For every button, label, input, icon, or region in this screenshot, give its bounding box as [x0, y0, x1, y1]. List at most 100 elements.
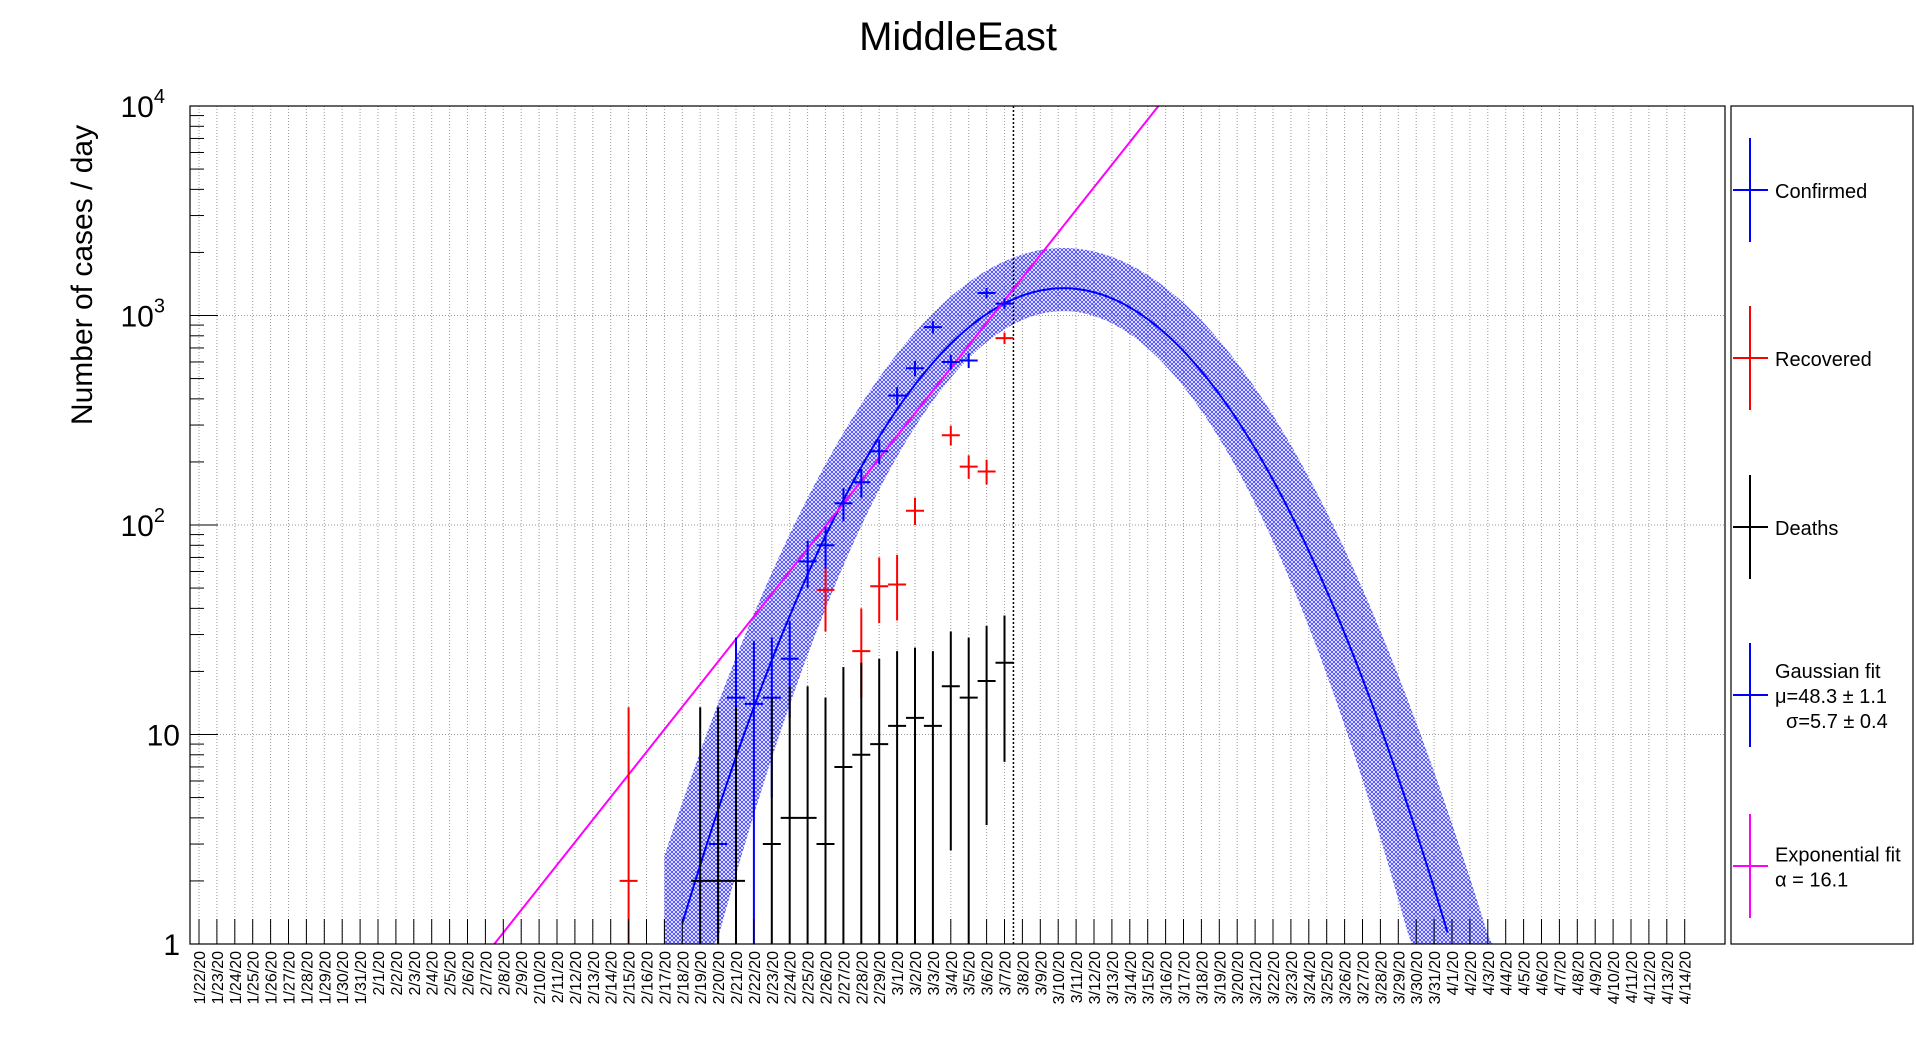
- x-tick-label: 2/8/20: [496, 951, 513, 996]
- data-point: [977, 459, 996, 485]
- data-point: [834, 488, 853, 522]
- gaussian-fit-band-area: [664, 247, 1524, 944]
- legend-entry-recovered: Recovered: [1733, 306, 1872, 410]
- x-tick-label: 3/20/20: [1230, 951, 1247, 1004]
- y-tick-label: 102: [121, 505, 166, 543]
- data-point: [977, 288, 996, 299]
- y-tick-labels: 1 10 102 103 104: [121, 86, 181, 962]
- legend-label: Gaussian fit: [1775, 661, 1881, 683]
- x-tick-label: 3/31/20: [1427, 951, 1444, 1004]
- data-point: [941, 425, 960, 446]
- data-point: [888, 387, 907, 405]
- x-tick-label: 4/2/20: [1463, 951, 1480, 996]
- data-point: [959, 637, 978, 944]
- data-point: [959, 455, 978, 479]
- gaussian-fit-curve: [681, 287, 1449, 933]
- y-tick-label: 103: [121, 296, 166, 334]
- x-tick-label: 3/22/20: [1266, 951, 1283, 1004]
- data-point: [816, 568, 835, 632]
- x-tick-label: 2/24/20: [783, 951, 800, 1004]
- x-tick-label: 4/10/20: [1606, 951, 1623, 1004]
- x-tick-label: 2/4/20: [425, 951, 442, 996]
- x-tick-label: 3/27/20: [1356, 951, 1373, 1004]
- x-tick-label: 2/20/20: [711, 951, 728, 1004]
- x-tick-label: 2/5/20: [443, 951, 460, 996]
- data-point: [995, 615, 1014, 762]
- data-point: [744, 640, 763, 944]
- x-tick-label: 3/30/20: [1409, 951, 1426, 1004]
- x-tick-label: 2/17/20: [657, 951, 674, 1004]
- x-tick-label: 3/9/20: [1033, 951, 1050, 996]
- x-tick-label: 2/16/20: [640, 951, 657, 1004]
- x-tick-label: 4/12/20: [1642, 951, 1659, 1004]
- x-tick-label: 3/15/20: [1141, 951, 1158, 1004]
- legend-label: μ=48.3 ± 1.1: [1775, 686, 1887, 708]
- x-tick-label: 3/23/20: [1284, 951, 1301, 1004]
- x-tick-label: 3/13/20: [1105, 951, 1122, 1004]
- legend-entry-confirmed: Confirmed: [1733, 138, 1867, 242]
- x-tick-label: 2/3/20: [407, 951, 424, 996]
- x-tick-label: 3/11/20: [1069, 951, 1086, 1003]
- x-tick-label: 3/12/20: [1087, 951, 1104, 1004]
- x-tick-label: 1/22/20: [192, 951, 209, 1004]
- plot-frame: [189, 105, 1726, 945]
- data-point: [995, 298, 1014, 310]
- gaussian-fit-band: [664, 247, 1524, 944]
- y-axis-label: Number of cases / day: [66, 125, 99, 425]
- data-point: [870, 557, 889, 624]
- x-tick-label: 4/13/20: [1660, 951, 1677, 1004]
- chart-title: MiddleEast: [859, 15, 1057, 59]
- data-point: [727, 707, 745, 944]
- data-point: [762, 697, 781, 944]
- x-tick-label: 4/14/20: [1678, 951, 1695, 1004]
- data-point: [941, 631, 960, 851]
- x-tick-label: 3/1/20: [890, 951, 907, 996]
- x-tick-label: 4/8/20: [1570, 951, 1587, 996]
- x-tick-label: 3/5/20: [962, 951, 979, 996]
- x-tick-label: 3/29/20: [1391, 951, 1408, 1004]
- x-tick-label: 2/12/20: [568, 951, 585, 1004]
- data-points: [619, 288, 1014, 944]
- data-point: [923, 321, 942, 334]
- x-tick-label: 3/18/20: [1194, 951, 1211, 1004]
- data-point: [691, 707, 710, 944]
- x-tick-label: 4/6/20: [1535, 951, 1552, 996]
- x-tick-label: 3/2/20: [908, 951, 925, 996]
- x-tick-label: 4/4/20: [1499, 951, 1516, 996]
- data-point: [798, 686, 817, 944]
- x-tick-label: 2/22/20: [747, 951, 764, 1004]
- data-point: [888, 554, 907, 621]
- x-tick-label: 2/21/20: [729, 951, 746, 1004]
- legend-entry-exponential-fit: Exponential fit α = 16.1: [1733, 814, 1901, 918]
- x-tick-label: 1/25/20: [246, 951, 263, 1004]
- data-point: [852, 662, 871, 944]
- x-tick-label: 2/9/20: [514, 951, 531, 996]
- legend-entry-deaths: Deaths: [1733, 475, 1838, 579]
- x-tick-label: 2/23/20: [765, 951, 782, 1004]
- legend-box: [1730, 105, 1914, 945]
- x-tick-label: 2/1/20: [371, 951, 388, 996]
- x-tick-label: 3/6/20: [980, 951, 997, 996]
- data-point: [816, 526, 835, 569]
- x-tick-label: 3/24/20: [1302, 951, 1319, 1004]
- y-tick-label: 1: [163, 929, 180, 962]
- x-tick-label: 1/29/20: [317, 951, 334, 1004]
- x-tick-label: 3/4/20: [944, 951, 961, 996]
- x-tick-label: 3/21/20: [1248, 951, 1265, 1004]
- x-tick-label: 3/7/20: [998, 951, 1015, 996]
- legend-entry-gaussian-fit: Gaussian fit μ=48.3 ± 1.1 σ=5.7 ± 0.4: [1733, 643, 1888, 747]
- x-tick-label: 1/28/20: [299, 951, 316, 1004]
- x-tick-label: 2/2/20: [389, 951, 406, 996]
- data-point: [870, 439, 889, 465]
- x-tick-label: 1/31/20: [353, 951, 370, 1004]
- legend-label: Recovered: [1775, 349, 1872, 371]
- x-tick-label: 3/14/20: [1123, 951, 1140, 1004]
- data-point: [834, 666, 853, 944]
- data-point: [798, 540, 817, 589]
- data-point: [959, 353, 978, 369]
- x-tick-label: 2/25/20: [801, 951, 818, 1004]
- x-tick-label: 3/17/20: [1177, 951, 1194, 1004]
- grid: [190, 105, 1725, 945]
- legend: Confirmed Recovered Deaths Gaussian fit μ=48…: [1730, 105, 1914, 945]
- x-tick-label: 4/1/20: [1445, 951, 1462, 996]
